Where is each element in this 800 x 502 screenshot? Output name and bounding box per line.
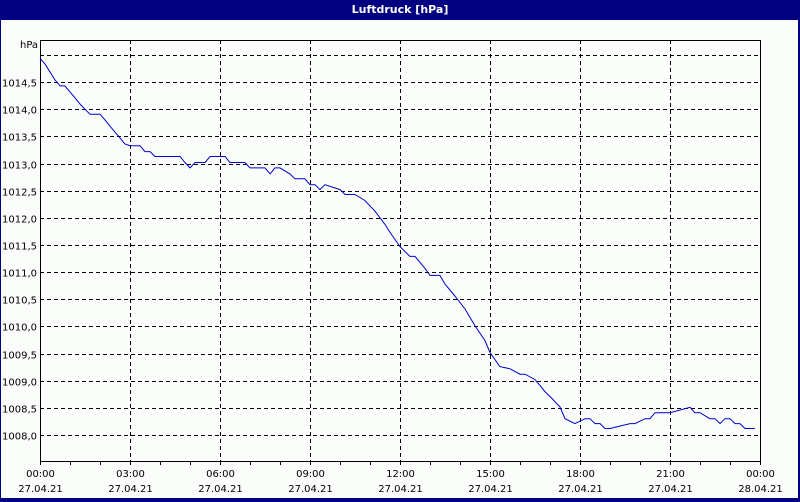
y-tick-label: 1011,5 (2, 242, 37, 253)
x-tick-time: 15:00 (476, 469, 505, 480)
y-tick-label: 1011,0 (2, 269, 37, 280)
y-axis-unit: hPa (20, 40, 38, 51)
grid-lines (40, 40, 760, 461)
x-tick-time: 09:00 (296, 469, 325, 480)
y-tick-label: 1012,0 (2, 215, 37, 226)
y-tick-label: 1013,5 (2, 133, 37, 144)
y-tick-label: 1012,5 (2, 188, 37, 199)
y-tick-label: 1009,0 (2, 378, 37, 389)
x-tick-date: 27.04.21 (648, 484, 693, 495)
chart-area: 1014,5 1014,0 1013,5 1013,0 1012,5 1012,0 1011… (1, 20, 798, 498)
x-tick-date: 27.04.21 (468, 484, 513, 495)
y-tick-label: 1014,5 (2, 79, 37, 90)
pressure-line-chart: 1014,5 1014,0 1013,5 1013,0 1012,5 1012,0 1011… (2, 40, 783, 495)
x-tick-time: 12:00 (386, 469, 415, 480)
y-tick-label: 1010,5 (2, 296, 37, 307)
x-tick-date: 27.04.21 (198, 484, 243, 495)
x-tick-time: 06:00 (206, 469, 235, 480)
x-tick-time: 18:00 (566, 469, 595, 480)
plot-frame (40, 40, 761, 462)
x-tick-date: 27.04.21 (378, 484, 423, 495)
axes (40, 40, 761, 465)
x-tick-time: 00:00 (746, 469, 775, 480)
x-tick-time: 00:00 (26, 469, 55, 480)
y-tick-label: 1008,0 (2, 432, 37, 443)
x-tick-date: 27.04.21 (288, 484, 333, 495)
pressure-series-line (39, 57, 755, 429)
x-tick-date: 28.04.21 (738, 484, 783, 495)
y-tick-label: 1010,0 (2, 323, 37, 334)
y-axis-labels: 1014,5 1014,0 1013,5 1013,0 1012,5 1012,0 1011… (2, 79, 37, 443)
x-tick-time: 21:00 (656, 469, 685, 480)
y-tick-label: 1013,0 (2, 161, 37, 172)
x-axis-labels: 00:00 27.04.21 03:00 27.04.21 06:00 27.04.21 0… (18, 469, 783, 495)
chart-title: Luftdruck [hPa] (351, 3, 449, 16)
y-tick-label: 1008,5 (2, 405, 37, 416)
y-tick-label: 1009,5 (2, 351, 37, 362)
x-tick-time: 03:00 (116, 469, 145, 480)
x-tick-date: 27.04.21 (108, 484, 153, 495)
x-tick-date: 27.04.21 (558, 484, 603, 495)
y-tick-label: 1014,0 (2, 106, 37, 117)
x-tick-date: 27.04.21 (18, 484, 63, 495)
